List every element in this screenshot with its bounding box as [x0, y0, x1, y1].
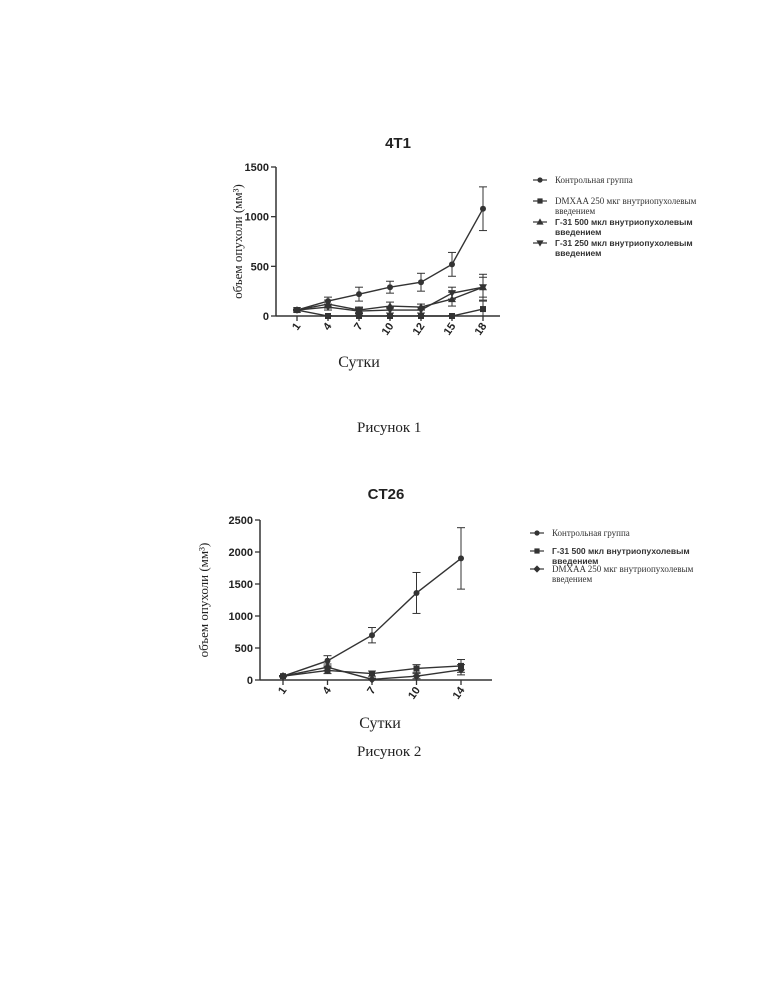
chart-ct26-x-tick-label-3: 10: [406, 685, 423, 702]
chart-ct26-title: CT26: [368, 486, 405, 503]
chart-ct26-y-tick-label-3: 1500: [229, 579, 253, 591]
caption-figure-2: Рисунок 2: [357, 744, 421, 761]
chart-ct26-legend-marker-0: [534, 530, 539, 535]
chart-ct26-legend-label-2: DMXAA 250 мкг внутриопухолевымвведением: [552, 564, 694, 584]
chart-ct26-series-0-line: [283, 558, 461, 676]
chart-ct26-x-tick-label-1: 4: [321, 684, 335, 697]
chart-ct26-legend-label-1: Г-31 500 мкл внутриопухолевымвведением: [552, 546, 690, 566]
chart-ct26-legend-marker-2: [533, 565, 540, 572]
chart-ct26-series-0-point-4: [458, 555, 464, 561]
chart-ct26-series-1-point-3: [414, 665, 420, 671]
chart-ct26-series-0: [279, 528, 465, 679]
chart-ct26-y-tick-label-4: 2000: [229, 547, 253, 559]
chart-ct26-series-0-point-2: [369, 632, 375, 638]
chart-ct26-legend-marker-1: [534, 548, 539, 553]
chart-ct26-x-tick-label-4: 14: [451, 684, 468, 702]
chart-ct26-x-tick-label-2: 7: [365, 685, 378, 697]
chart-ct26-x-axis-label: Сутки: [359, 715, 401, 732]
chart-ct26-series-0-point-1: [325, 658, 331, 664]
chart-ct26-legend-label-0: Контрольная группа: [552, 528, 630, 538]
chart-ct26-series-0-point-3: [414, 590, 420, 596]
chart-ct26-x-tick-label-0: 1: [276, 685, 289, 697]
chart-ct26-y-tick-label-2: 1000: [229, 611, 253, 623]
chart-ct26-y-axis-label: объем опухоли (мм³): [196, 543, 211, 658]
chart-ct26-y-tick-label-5: 2500: [229, 515, 253, 527]
chart-ct26-y-tick-label-0: 0: [247, 675, 253, 687]
chart-ct26-y-tick-label-1: 500: [235, 643, 253, 655]
